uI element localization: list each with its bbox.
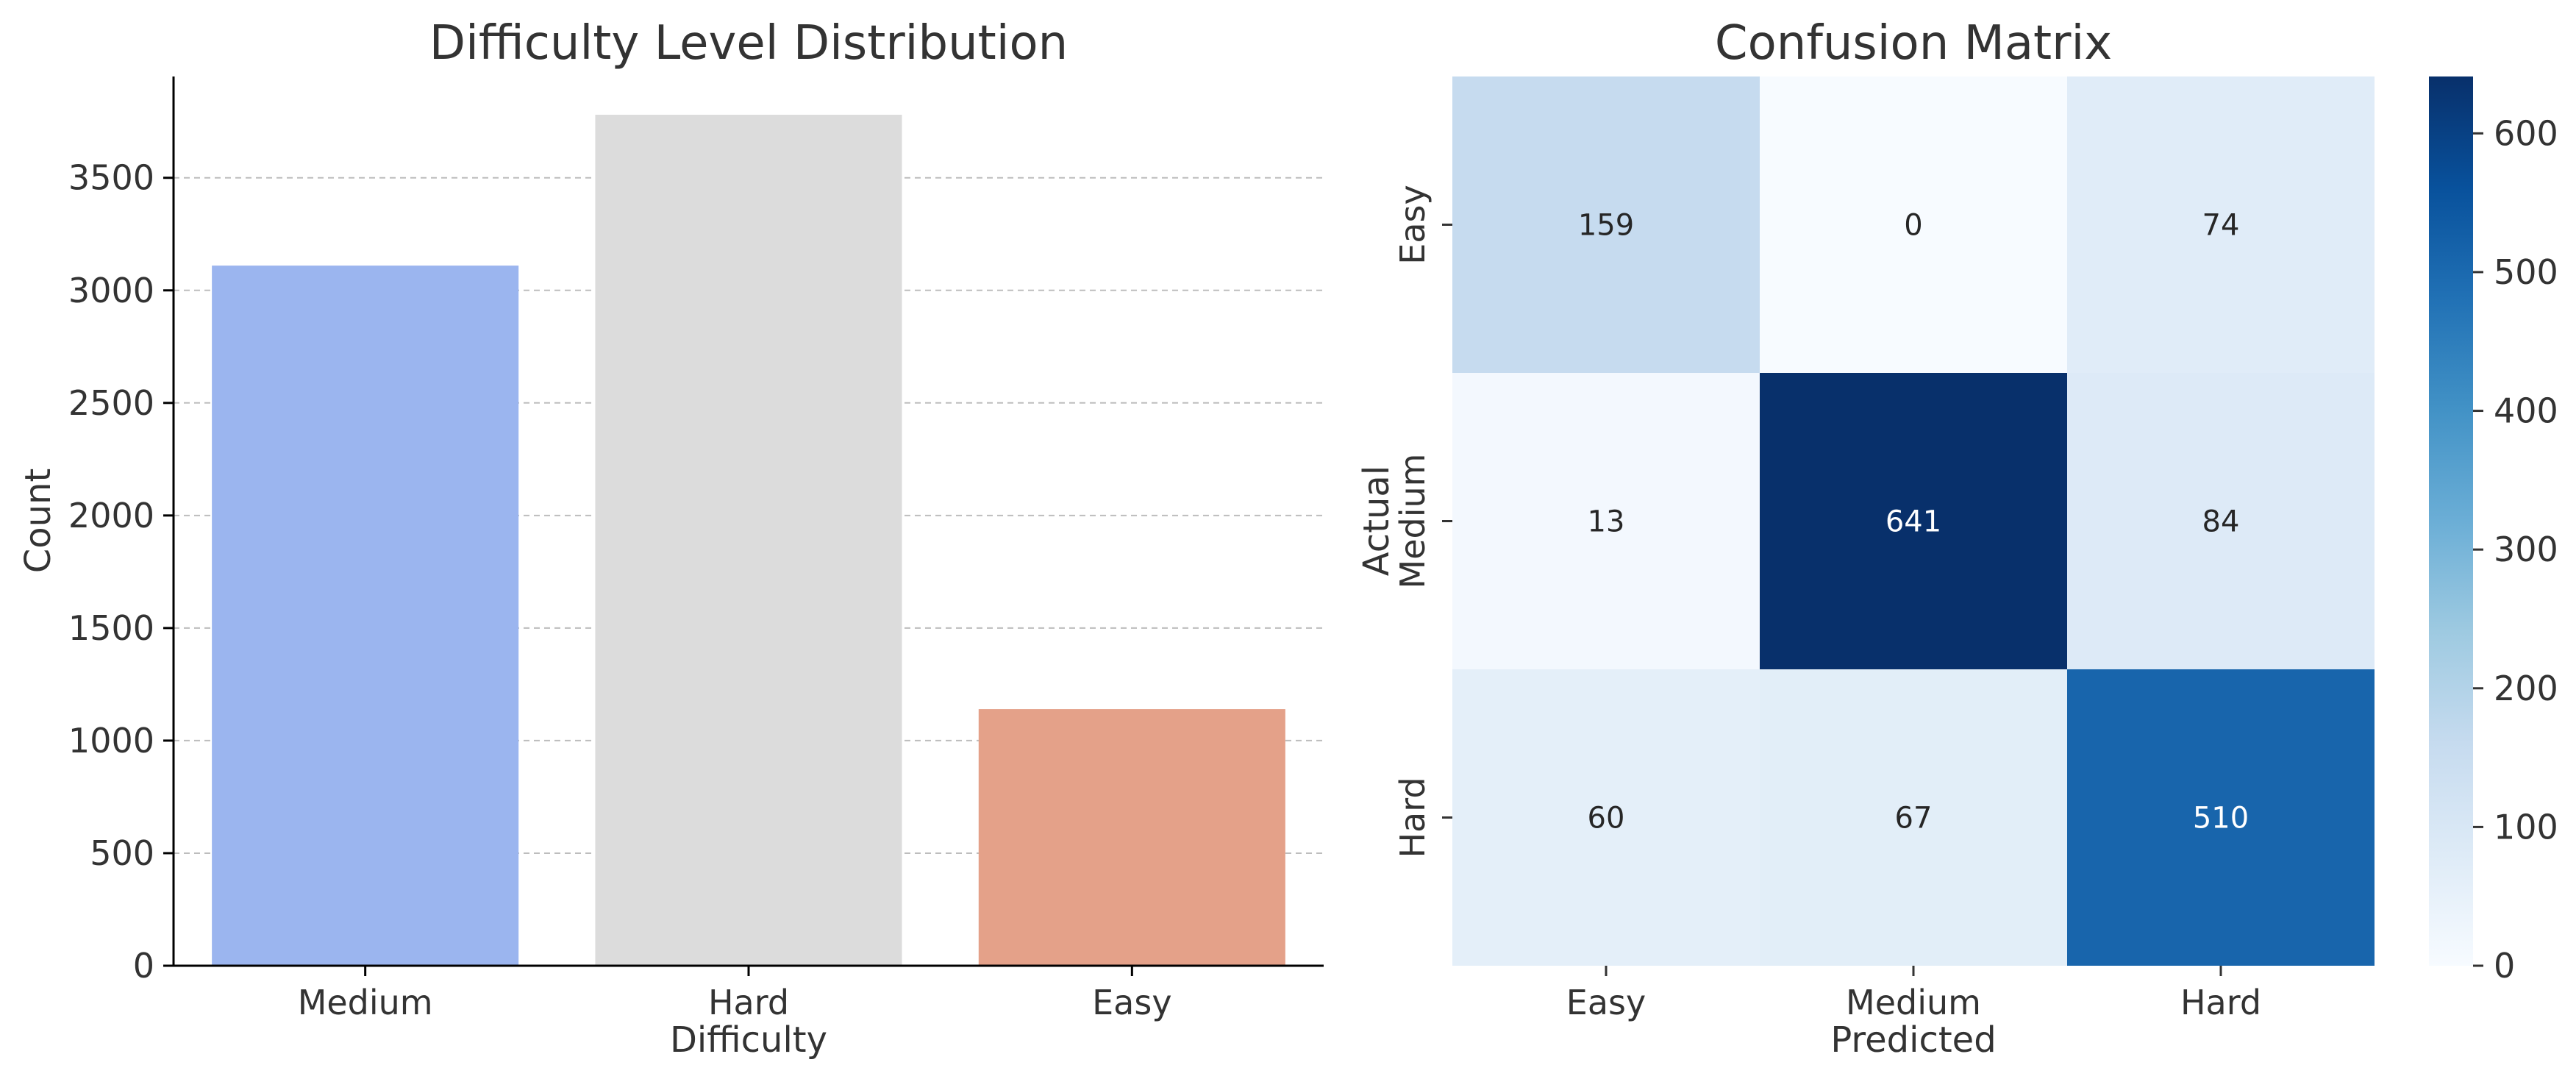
cm-title: Confusion Matrix	[1715, 16, 2112, 71]
cm-y-tick-label: Medium	[1393, 454, 1433, 589]
colorbar-tick-label: 500	[2494, 252, 2558, 292]
cm-cell	[1760, 373, 2067, 669]
cm-cell-value: 510	[2193, 802, 2249, 836]
bar-medium	[212, 266, 519, 966]
bar-x-tick-label: Medium	[298, 983, 433, 1022]
bar-y-tick-label: 500	[90, 833, 154, 873]
cm-cell-value: 0	[1904, 209, 1922, 243]
cm-x-ticks: Easy Medium Hard	[1566, 966, 2261, 1022]
bar-y-tick-label: 1500	[68, 608, 154, 648]
cm-x-tick-label: Medium	[1846, 983, 1981, 1022]
bar-y-tick-label: 3000	[68, 271, 154, 310]
cm-cell	[1452, 669, 1760, 966]
cm-cell-value: 641	[1885, 505, 1941, 539]
cm-x-axis-label: Predicted	[1830, 1019, 1996, 1061]
cm-x-tick-label: Easy	[1566, 983, 1646, 1022]
bar-y-tick-label: 0	[133, 946, 154, 986]
colorbar-tick-label: 200	[2494, 669, 2558, 708]
bar-y-tick-label: 2000	[68, 496, 154, 535]
cm-cell	[1760, 669, 2067, 966]
cm-x-tick-label: Hard	[2180, 983, 2261, 1022]
cm-cell	[2067, 373, 2375, 669]
cm-cell	[2067, 669, 2375, 966]
colorbar-tick-label: 0	[2494, 946, 2515, 986]
colorbar-ticks: 0 100 200 300 400 500 600	[2473, 113, 2558, 986]
bar-hard	[595, 115, 902, 966]
colorbar-tick-label: 100	[2494, 807, 2558, 847]
cm-y-tick-label: Hard	[1393, 777, 1433, 858]
bar-y-ticks: 0 500 1000 1500 2000 2500 3000 3500	[68, 158, 174, 986]
cm-cell-value: 67	[1895, 802, 1933, 836]
bar-bars	[212, 115, 1285, 966]
cm-y-axis-label: Actual	[1356, 466, 1397, 576]
cm-cell	[1452, 76, 1760, 373]
bar-x-axis-label: Difficulty	[670, 1019, 827, 1061]
cm-cell	[1760, 76, 2067, 373]
bar-x-tick-label: Easy	[1092, 983, 1171, 1022]
bar-x-ticks: Medium Hard Easy	[298, 966, 1172, 1022]
bar-y-tick-label: 2500	[68, 383, 154, 423]
cm-cell-value: 74	[2202, 209, 2240, 243]
bar-y-axis-label: Count	[18, 469, 59, 574]
colorbar-tick-label: 400	[2494, 391, 2558, 431]
cm-cell-value: 60	[1588, 802, 1625, 836]
bar-chart-title: Difficulty Level Distribution	[429, 16, 1068, 71]
colorbar: 0 100 200 300 400 500 600	[2429, 76, 2558, 986]
cm-cell-value: 13	[1588, 505, 1625, 539]
bar-x-tick-label: Hard	[708, 983, 789, 1022]
cm-cell	[2067, 76, 2375, 373]
confusion-matrix: Confusion Matrix 159 0 74 13 641 84 60 67 510 Ea…	[1356, 16, 2375, 1061]
cm-cells: 159 0 74 13 641 84 60 67 510	[1452, 76, 2375, 966]
bar-y-tick-label: 3500	[68, 158, 154, 198]
colorbar-gradient	[2429, 76, 2473, 966]
colorbar-tick-label: 600	[2494, 113, 2558, 153]
colorbar-tick-label: 300	[2494, 530, 2558, 569]
cm-cell	[1452, 373, 1760, 669]
cm-y-tick-label: Easy	[1393, 185, 1433, 264]
cm-y-ticks: Easy Medium Hard	[1393, 185, 1452, 858]
bar-chart: Difficulty Level Distribution 0 500 1000 15…	[18, 16, 1324, 1061]
cm-cell-value: 84	[2202, 505, 2240, 539]
bar-easy	[978, 709, 1285, 966]
bar-y-tick-label: 1000	[68, 721, 154, 761]
cm-cell-value: 159	[1578, 209, 1634, 243]
